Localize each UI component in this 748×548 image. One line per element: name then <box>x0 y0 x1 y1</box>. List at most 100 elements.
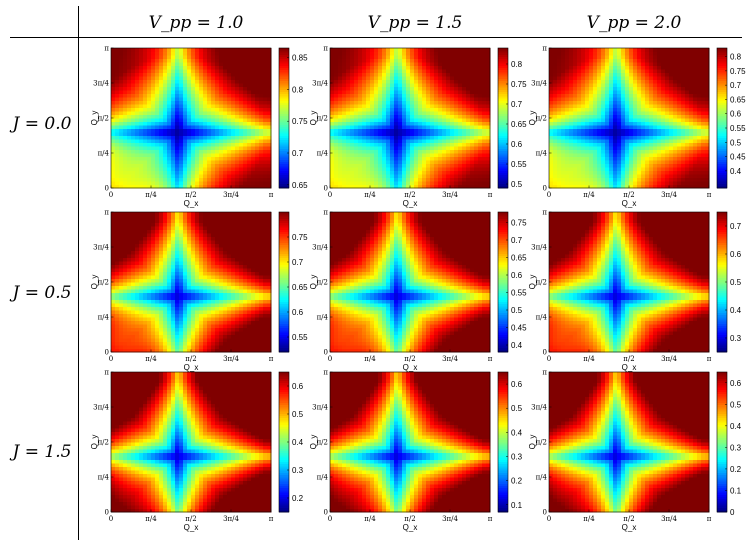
heatmap-cell <box>657 184 662 189</box>
heatmap-cell <box>701 121 706 126</box>
heatmap-cell <box>247 174 252 178</box>
heatmap-cell <box>382 83 387 87</box>
heatmap-cell <box>669 181 674 185</box>
heatmap-cell <box>641 79 646 84</box>
heatmap-cell <box>462 104 467 108</box>
heatmap-cell <box>366 170 371 175</box>
heatmap-cell <box>147 156 152 161</box>
heatmap-cell <box>247 107 252 112</box>
heatmap-cell <box>239 146 244 150</box>
heatmap-cell <box>593 90 598 94</box>
heatmap-cell <box>466 107 471 112</box>
heatmap-cell <box>402 51 407 56</box>
heatmap-cell <box>207 65 212 70</box>
heatmap-cell <box>366 97 371 101</box>
heatmap-cell <box>167 174 172 178</box>
heatmap-cell <box>677 65 682 70</box>
heatmap-cell <box>438 97 443 101</box>
heatmap-cell <box>211 86 216 91</box>
heatmap-cell <box>143 111 148 115</box>
heatmap-cell <box>625 135 630 140</box>
heatmap-cell <box>179 65 184 70</box>
heatmap-cell <box>358 121 363 126</box>
colorbar-segment <box>498 120 508 123</box>
heatmap-cell <box>171 174 176 178</box>
heatmap-cell <box>705 170 710 175</box>
heatmap-cell <box>382 65 387 70</box>
heatmap-cell <box>183 135 188 140</box>
heatmap-cell <box>119 90 124 94</box>
heatmap-cell <box>577 181 582 185</box>
heatmap-cell <box>390 93 395 98</box>
heatmap-cell <box>426 121 431 126</box>
heatmap-cell <box>123 72 128 77</box>
heatmap-cell <box>621 184 626 189</box>
heatmap-cell <box>693 83 698 87</box>
heatmap-cell <box>159 51 164 56</box>
heatmap-cell <box>685 170 690 175</box>
heatmap-cell <box>553 65 558 70</box>
heatmap-cell <box>653 86 658 91</box>
heatmap-cell <box>370 149 375 154</box>
heatmap-cell <box>609 55 614 59</box>
heatmap-cell <box>665 118 670 122</box>
heatmap-cell <box>454 125 459 129</box>
colorbar-segment <box>279 102 289 106</box>
heatmap-cell <box>119 153 124 157</box>
heatmap-cell <box>139 58 144 63</box>
heatmap-cell <box>215 128 220 133</box>
heatmap-cell <box>641 142 646 147</box>
heatmap-cell <box>553 76 558 80</box>
colorbar-segment <box>498 128 508 132</box>
heatmap-cell <box>179 114 184 119</box>
heatmap-cell <box>649 111 654 115</box>
heatmap-cell <box>358 111 363 115</box>
heatmap-cell <box>394 114 399 119</box>
heatmap-cell <box>466 93 471 98</box>
heatmap-cell <box>143 107 148 112</box>
heatmap-cell <box>669 107 674 112</box>
heatmap-cell <box>223 160 228 164</box>
heatmap-cell <box>255 149 260 154</box>
heatmap-cell <box>147 160 152 164</box>
heatmap-cell <box>633 55 638 59</box>
heatmap-cell <box>187 163 192 168</box>
heatmap-cell <box>203 146 208 150</box>
heatmap-cell <box>597 65 602 70</box>
heatmap-cell <box>450 139 455 143</box>
x-tick-label: π/2 <box>404 191 415 199</box>
heatmap-cell <box>115 128 120 133</box>
heatmap-cell <box>414 177 419 182</box>
heatmap-cell <box>414 181 419 185</box>
heatmap-cell <box>394 72 399 77</box>
heatmap-cell <box>223 167 228 171</box>
heatmap-cell <box>123 121 128 126</box>
heatmap-cell <box>422 79 427 84</box>
heatmap-cell <box>629 93 634 98</box>
heatmap-cell <box>255 55 260 59</box>
heatmap-cell <box>223 104 228 108</box>
heatmap-cell <box>211 118 216 122</box>
heatmap-cell <box>685 149 690 154</box>
heatmap-cell <box>251 79 256 84</box>
heatmap-cell <box>681 118 686 122</box>
heatmap-cell <box>167 167 172 171</box>
heatmap-cell <box>561 97 566 101</box>
heatmap-cell <box>693 153 698 157</box>
heatmap-cell <box>641 58 646 63</box>
heatmap-cell <box>617 170 622 175</box>
heatmap-cell <box>454 86 459 91</box>
heatmap-cell <box>219 181 224 185</box>
heatmap-cell <box>649 170 654 175</box>
heatmap-cell <box>553 69 558 73</box>
heatmap-cell <box>669 160 674 164</box>
heatmap-cell <box>263 170 268 175</box>
heatmap-cell <box>549 118 554 122</box>
heatmap-cell <box>143 114 148 119</box>
heatmap-cell <box>589 69 594 73</box>
heatmap-cell <box>402 118 407 122</box>
heatmap-cell <box>641 93 646 98</box>
heatmap-cell <box>482 118 487 122</box>
heatmap-cell <box>354 51 359 56</box>
heatmap-cell <box>585 79 590 84</box>
